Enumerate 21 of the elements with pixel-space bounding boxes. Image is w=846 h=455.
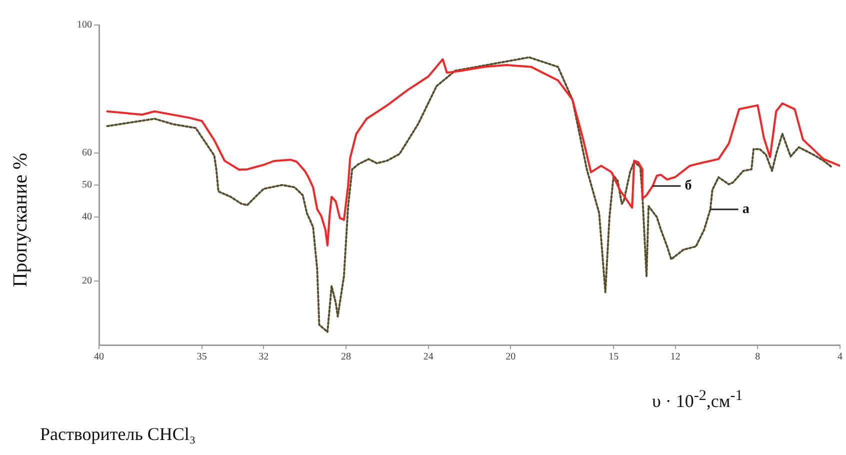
y-tick-label: 50 [82,180,92,191]
y-tick-label: 100 [77,20,92,31]
text: Растворитель CHCl₃ [40,424,196,445]
y-axis-title: Пропускание % [10,152,32,288]
x-tick-label: 40 [94,352,104,363]
x-axis-title: υ · 10$^{-2}$,см$^{-1}$ [652,388,743,412]
y-tick-label: 40 [82,212,92,223]
y-tick-label: 20 [82,276,92,287]
x-tick-label: 20 [506,352,516,363]
x-tick-label: 32 [258,352,269,363]
x-tick-label: 15 [608,352,619,363]
line-series [106,56,833,333]
x-tick-label: 12 [670,352,680,363]
annotation: б [684,178,692,194]
x-tick-label: 28 [341,352,351,363]
x-tick-label: 4 [838,352,842,363]
x-tick-label: 35 [196,352,207,363]
y-tick-label: 60 [82,148,92,159]
x-tick-label: 24 [423,352,434,363]
annotation: а [742,202,750,217]
x-tick-label: 8 [755,352,760,363]
